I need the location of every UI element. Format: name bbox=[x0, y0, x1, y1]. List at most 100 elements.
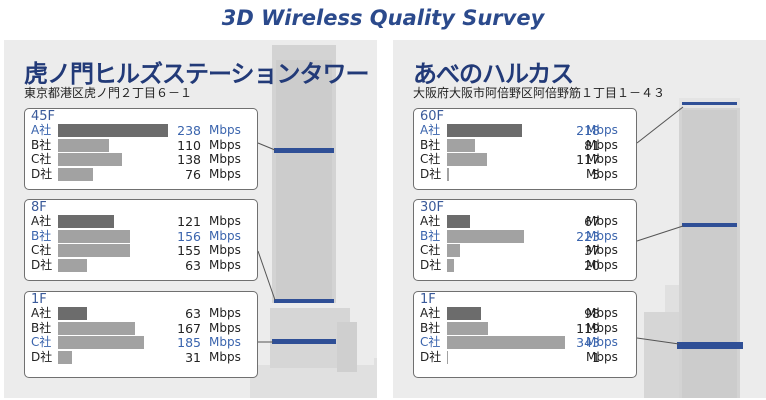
carrier-label: D社 bbox=[420, 257, 442, 272]
speed-unit: Mbps bbox=[586, 335, 618, 349]
toranomon-1f-row-2: B社 167 Mbps bbox=[25, 321, 259, 336]
speed-unit: Mbps bbox=[586, 214, 618, 228]
toranomon-1f-box: 1F A社 63 Mbps B社 167 Mbps C社 185 Mbps D社 31 Mbps bbox=[24, 291, 258, 378]
carrier-label: D社 bbox=[420, 349, 442, 364]
speed-unit: Mbps bbox=[586, 243, 618, 257]
speed-value: 343 bbox=[576, 335, 600, 350]
speed-bar bbox=[447, 167, 449, 181]
speed-unit: Mbps bbox=[586, 257, 618, 272]
speed-bar bbox=[447, 153, 488, 166]
toranomon-1f-label: 1F bbox=[31, 292, 47, 307]
carrier-label: D社 bbox=[420, 166, 442, 181]
speed-bar bbox=[58, 321, 136, 335]
carrier-label: C社 bbox=[420, 243, 441, 257]
toranomon-8f-band bbox=[274, 299, 334, 303]
speed-bar bbox=[58, 215, 114, 228]
speed-bar bbox=[447, 336, 565, 349]
speed-bar bbox=[58, 350, 73, 364]
speed-bar bbox=[447, 138, 475, 152]
carrier-label: A社 bbox=[31, 214, 52, 228]
toranomon-8f-row-4: D社 63 Mbps bbox=[25, 258, 259, 273]
speed-bar bbox=[447, 258, 454, 272]
harukas-1f-row-2: B社 119 Mbps bbox=[414, 321, 648, 336]
speed-bar bbox=[58, 336, 144, 349]
speed-bar bbox=[447, 350, 448, 364]
toranomon-panel: 虎ノ門ヒルズステーションタワー 東京都港区虎ノ門２丁目６－１ 45F A社 238… bbox=[4, 40, 377, 398]
speed-unit: Mbps bbox=[209, 349, 241, 364]
carrier-label: C社 bbox=[31, 152, 52, 166]
toranomon-building-illustration bbox=[250, 45, 377, 398]
speed-value: 155 bbox=[177, 243, 201, 258]
speed-value: 138 bbox=[177, 152, 201, 167]
carrier-label: C社 bbox=[31, 335, 52, 349]
carrier-label: D社 bbox=[31, 166, 53, 181]
carrier-label: C社 bbox=[420, 152, 441, 166]
speed-bar bbox=[447, 307, 481, 320]
speed-value: 218 bbox=[576, 123, 600, 138]
speed-value: 167 bbox=[177, 320, 201, 336]
harukas-1f-box: 1F A社 98 Mbps B社 119 Mbps C社 343 Mbps D社 1 Mbps bbox=[413, 291, 637, 378]
toranomon-45f-row-2: B社 110 Mbps bbox=[25, 138, 259, 153]
carrier-label: A社 bbox=[420, 123, 441, 137]
speed-bar bbox=[58, 244, 130, 257]
speed-unit: Mbps bbox=[586, 306, 618, 320]
speed-unit: Mbps bbox=[586, 137, 618, 152]
speed-value: 238 bbox=[177, 123, 201, 138]
speed-bar bbox=[58, 307, 88, 320]
speed-unit: Mbps bbox=[209, 335, 241, 349]
harukas-1f-row-3: C社 343 Mbps bbox=[414, 335, 648, 350]
toranomon-45f-row-1: A社 238 Mbps bbox=[25, 123, 259, 138]
toranomon-8f-box: 8F A社 121 Mbps B社 156 Mbps C社 155 Mbps D社 63 Mbps bbox=[24, 199, 258, 281]
speed-value: 63 bbox=[185, 257, 201, 273]
speed-unit: Mbps bbox=[586, 152, 618, 166]
toranomon-45f-label: 45F bbox=[31, 109, 56, 124]
harukas-1f-row-1: A社 98 Mbps bbox=[414, 306, 648, 321]
harukas-30f-row-3: C社 37 Mbps bbox=[414, 243, 648, 258]
toranomon-8f-row-3: C社 155 Mbps bbox=[25, 243, 259, 258]
speed-value: 117 bbox=[576, 152, 600, 167]
toranomon-8f-label: 8F bbox=[31, 200, 47, 215]
toranomon-1f-row-1: A社 63 Mbps bbox=[25, 306, 259, 321]
speed-unit: Mbps bbox=[209, 243, 241, 257]
speed-bar bbox=[58, 124, 168, 137]
speed-unit: Mbps bbox=[209, 214, 241, 228]
speed-unit: Mbps bbox=[586, 349, 618, 364]
harukas-1f-row-4: D社 1 Mbps bbox=[414, 350, 648, 365]
harukas-30f-row-2: B社 223 Mbps bbox=[414, 229, 648, 244]
speed-value: 98 bbox=[584, 306, 600, 321]
harukas-30f-row-1: A社 67 Mbps bbox=[414, 214, 648, 229]
toranomon-1f-row-3: C社 185 Mbps bbox=[25, 335, 259, 350]
speed-unit: Mbps bbox=[209, 320, 241, 335]
harukas-1f-label: 1F bbox=[420, 292, 436, 307]
speed-unit: Mbps bbox=[209, 152, 241, 166]
speed-bar bbox=[447, 321, 488, 335]
speed-unit: Mbps bbox=[586, 228, 618, 243]
speed-value: 1 bbox=[592, 349, 600, 365]
speed-unit: Mbps bbox=[209, 257, 241, 272]
speed-unit: Mbps bbox=[586, 166, 618, 181]
toranomon-1f-band bbox=[272, 339, 336, 344]
carrier-label: D社 bbox=[31, 349, 53, 364]
harukas-30f-row-4: D社 20 Mbps bbox=[414, 258, 648, 273]
speed-value: 185 bbox=[177, 335, 201, 350]
speed-bar bbox=[447, 215, 471, 228]
harukas-building-illustration bbox=[636, 98, 743, 398]
toranomon-8f-row-1: A社 121 Mbps bbox=[25, 214, 259, 229]
speed-unit: Mbps bbox=[209, 306, 241, 320]
speed-bar bbox=[58, 153, 122, 166]
toranomon-name: 虎ノ門ヒルズステーションタワー bbox=[24, 60, 370, 88]
carrier-label: B社 bbox=[420, 137, 441, 152]
toranomon-45f-box: 45F A社 238 Mbps B社 110 Mbps C社 138 Mbps D社 76 Mbps bbox=[24, 108, 258, 190]
harukas-60f-row-2: B社 81 Mbps bbox=[414, 138, 648, 153]
speed-value: 5 bbox=[592, 166, 600, 182]
speed-value: 81 bbox=[584, 137, 600, 153]
speed-unit: Mbps bbox=[586, 320, 618, 335]
speed-value: 119 bbox=[576, 320, 600, 336]
speed-bar bbox=[447, 229, 524, 243]
harukas-60f-label: 60F bbox=[420, 109, 445, 124]
harukas-30f-band bbox=[682, 223, 737, 227]
speed-bar bbox=[58, 138, 109, 152]
speed-unit: Mbps bbox=[209, 137, 241, 152]
speed-value: 121 bbox=[177, 214, 201, 229]
carrier-label: B社 bbox=[31, 137, 52, 152]
